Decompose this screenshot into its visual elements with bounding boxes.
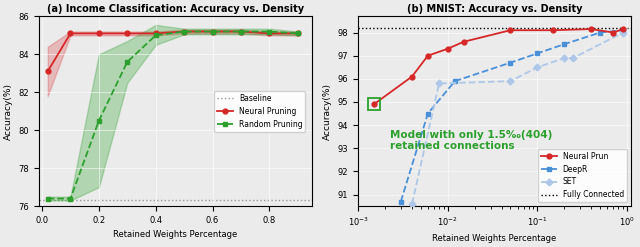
- Title: (b) MNIST: Accuracy vs. Density: (b) MNIST: Accuracy vs. Density: [406, 4, 582, 14]
- Neural Prun: [549, 29, 557, 32]
- DeepR: [534, 52, 541, 55]
- Y-axis label: Accuracy(%): Accuracy(%): [323, 83, 332, 140]
- SET: [561, 57, 568, 60]
- DeepR: [451, 80, 459, 83]
- Neural Prun: [424, 54, 432, 57]
- Random Pruning: [44, 197, 52, 200]
- DeepR: [561, 43, 568, 46]
- Neural Prun: [460, 40, 467, 43]
- SET: [507, 80, 515, 83]
- DeepR: [507, 61, 515, 64]
- Random Pruning: [152, 34, 159, 37]
- Legend: Neural Prun, DeepR, SET, Fully Connected: Neural Prun, DeepR, SET, Fully Connected: [538, 149, 627, 202]
- DeepR: [424, 112, 432, 115]
- DeepR: [596, 31, 604, 34]
- Neural Pruning: [209, 30, 216, 33]
- Line: Neural Prun: Neural Prun: [371, 27, 625, 107]
- Neural Pruning: [294, 32, 301, 35]
- Line: Random Pruning: Random Pruning: [45, 29, 300, 201]
- Neural Prun: [609, 31, 617, 34]
- Random Pruning: [209, 30, 216, 33]
- Random Pruning: [294, 32, 301, 35]
- X-axis label: Retained Weights Percentage: Retained Weights Percentage: [113, 230, 237, 239]
- DeepR: [397, 200, 404, 203]
- Neural Pruning: [67, 32, 74, 35]
- Neural Pruning: [44, 70, 52, 73]
- Neural Pruning: [266, 32, 273, 35]
- Line: Neural Pruning: Neural Pruning: [45, 29, 300, 74]
- Random Pruning: [95, 119, 102, 122]
- Y-axis label: Accuracy(%): Accuracy(%): [4, 83, 13, 140]
- Line: SET: SET: [410, 30, 625, 206]
- Neural Prun: [444, 47, 452, 50]
- Random Pruning: [67, 197, 74, 200]
- Random Pruning: [180, 30, 188, 33]
- DeepR: [620, 29, 627, 32]
- Neural Pruning: [237, 30, 245, 33]
- Random Pruning: [266, 30, 273, 33]
- Neural Pruning: [180, 30, 188, 33]
- Title: (a) Income Classification: Accuracy vs. Density: (a) Income Classification: Accuracy vs. …: [47, 4, 304, 14]
- Text: Model with only 1.5‰(404)
retained connections: Model with only 1.5‰(404) retained conne…: [390, 130, 553, 151]
- SET: [435, 82, 443, 85]
- Neural Pruning: [124, 32, 131, 35]
- Random Pruning: [124, 61, 131, 63]
- Legend: Baseline, Neural Pruning, Random Pruning: Baseline, Neural Pruning, Random Pruning: [214, 91, 305, 132]
- X-axis label: Retained Weights Percentage: Retained Weights Percentage: [433, 234, 557, 243]
- Random Pruning: [237, 30, 245, 33]
- SET: [570, 57, 577, 60]
- SET: [408, 202, 416, 205]
- SET: [534, 66, 541, 69]
- Neural Pruning: [152, 32, 159, 35]
- SET: [620, 31, 627, 34]
- Line: DeepR: DeepR: [399, 28, 625, 204]
- Neural Pruning: [95, 32, 102, 35]
- Neural Prun: [507, 29, 515, 32]
- Neural Prun: [620, 28, 627, 31]
- Neural Prun: [588, 28, 595, 31]
- Neural Prun: [370, 103, 378, 106]
- Neural Prun: [408, 75, 416, 78]
